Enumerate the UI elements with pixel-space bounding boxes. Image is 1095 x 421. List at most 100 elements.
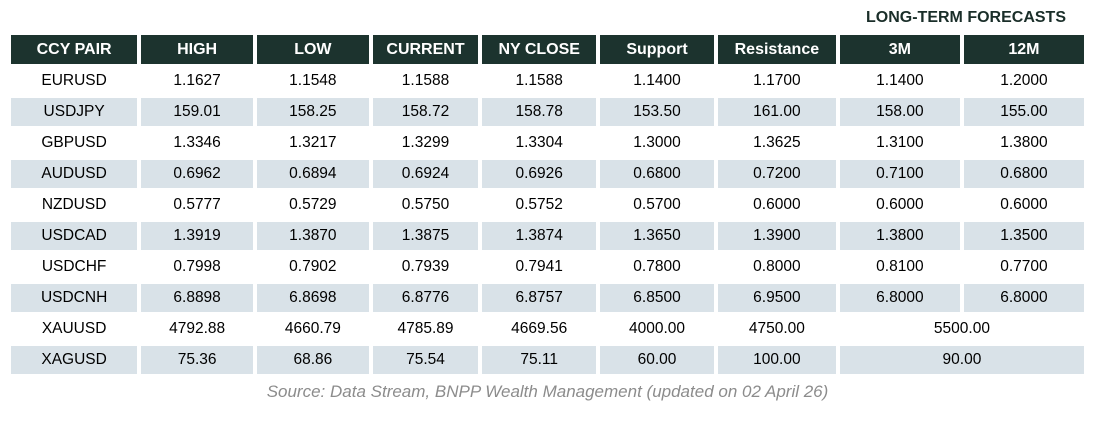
table-row-xagusd: XAGUSD 75.36 68.86 75.54 75.11 60.00 100…: [11, 346, 1084, 374]
value-cell-high: 0.6962: [141, 160, 253, 188]
value-cell-12m: 0.7700: [963, 253, 1084, 281]
ccy-pair-cell: USDJPY: [11, 98, 138, 126]
value-cell-support: 0.6800: [600, 160, 714, 188]
value-cell-high: 1.3919: [141, 222, 253, 250]
value-cell-current: 1.3299: [372, 129, 479, 157]
value-cell-current: 75.54: [372, 346, 479, 374]
value-cell-3m: 158.00: [839, 98, 960, 126]
table-row-usdchf: USDCHF 0.7998 0.7902 0.7939 0.7941 0.780…: [11, 253, 1084, 281]
value-cell-current: 0.6924: [372, 160, 479, 188]
long-term-forecasts-label: LONG-TERM FORECASTS: [866, 9, 1066, 26]
value-cell-3m: 1.3800: [839, 222, 960, 250]
value-cell-3m: 6.8000: [839, 284, 960, 312]
value-cell-3m: 1.1400: [839, 67, 960, 95]
value-cell-resistance: 0.8000: [717, 253, 836, 281]
value-cell-low: 158.25: [256, 98, 369, 126]
ccy-pair-cell: XAGUSD: [11, 346, 138, 374]
ccy-pair-cell: USDCHF: [11, 253, 138, 281]
header-row: CCY PAIR HIGH LOW CURRENT NY CLOSE Suppo…: [11, 35, 1084, 64]
value-cell-support: 4000.00: [600, 315, 714, 343]
value-cell-resistance: 4750.00: [717, 315, 836, 343]
value-cell-3m: 0.8100: [839, 253, 960, 281]
value-cell-12m: 0.6800: [963, 160, 1084, 188]
value-cell-low: 1.1548: [256, 67, 369, 95]
value-cell-current: 0.7939: [372, 253, 479, 281]
column-header-ccy-pair: CCY PAIR: [11, 35, 138, 64]
value-cell-ny-close: 0.7941: [482, 253, 597, 281]
value-cell-high: 75.36: [141, 346, 253, 374]
value-cell-ny-close: 6.8757: [482, 284, 597, 312]
value-cell-support: 1.3650: [600, 222, 714, 250]
table-row-nzdusd: NZDUSD 0.5777 0.5729 0.5750 0.5752 0.570…: [11, 191, 1084, 219]
value-cell-12m: 155.00: [963, 98, 1084, 126]
column-header-ny-close: NY CLOSE: [482, 35, 597, 64]
value-cell-resistance: 161.00: [717, 98, 836, 126]
ccy-pair-cell: NZDUSD: [11, 191, 138, 219]
value-cell-12m: 1.2000: [963, 67, 1084, 95]
value-cell-high: 1.1627: [141, 67, 253, 95]
value-cell-low: 1.3870: [256, 222, 369, 250]
value-cell-3m: 1.3100: [839, 129, 960, 157]
value-cell-low: 0.6894: [256, 160, 369, 188]
value-cell-ny-close: 0.5752: [482, 191, 597, 219]
value-cell-low: 0.7902: [256, 253, 369, 281]
value-cell-high: 159.01: [141, 98, 253, 126]
value-cell-resistance: 0.6000: [717, 191, 836, 219]
source-caption: Source: Data Stream, BNPP Wealth Managem…: [266, 382, 829, 401]
value-cell-low: 0.5729: [256, 191, 369, 219]
table-row-usdjpy: USDJPY 159.01 158.25 158.72 158.78 153.5…: [11, 98, 1084, 126]
ccy-pair-cell: USDCNH: [11, 284, 138, 312]
value-cell-ny-close: 1.3874: [482, 222, 597, 250]
value-cell-ny-close: 75.11: [482, 346, 597, 374]
value-cell-support: 0.7800: [600, 253, 714, 281]
value-cell-low: 1.3217: [256, 129, 369, 157]
ccy-pair-cell: XAUUSD: [11, 315, 138, 343]
table-row-gbpusd: GBPUSD 1.3346 1.3217 1.3299 1.3304 1.300…: [11, 129, 1084, 157]
value-cell-support: 6.8500: [600, 284, 714, 312]
value-cell-ny-close: 0.6926: [482, 160, 597, 188]
value-cell-current: 6.8776: [372, 284, 479, 312]
value-cell-low: 68.86: [256, 346, 369, 374]
value-cell-resistance: 0.7200: [717, 160, 836, 188]
table-row-usdcad: USDCAD 1.3919 1.3870 1.3875 1.3874 1.365…: [11, 222, 1084, 250]
fx-forecast-table: CCY PAIR HIGH LOW CURRENT NY CLOSE Suppo…: [7, 32, 1088, 377]
banner-row: LONG-TERM FORECASTS: [7, 4, 1088, 32]
value-cell-current: 1.1588: [372, 67, 479, 95]
value-cell-high: 6.8898: [141, 284, 253, 312]
ccy-pair-cell: EURUSD: [11, 67, 138, 95]
column-header-support: Support: [600, 35, 714, 64]
column-header-low: LOW: [256, 35, 369, 64]
column-header-12m: 12M: [963, 35, 1084, 64]
value-cell-resistance: 1.1700: [717, 67, 836, 95]
value-cell-high: 4792.88: [141, 315, 253, 343]
value-cell-ny-close: 1.3304: [482, 129, 597, 157]
ccy-pair-cell: GBPUSD: [11, 129, 138, 157]
column-header-current: CURRENT: [372, 35, 479, 64]
value-cell-12m: 0.6000: [963, 191, 1084, 219]
ccy-pair-cell: USDCAD: [11, 222, 138, 250]
value-cell-ny-close: 158.78: [482, 98, 597, 126]
value-cell-high: 0.5777: [141, 191, 253, 219]
value-cell-current: 4785.89: [372, 315, 479, 343]
value-cell-ny-close: 1.1588: [482, 67, 597, 95]
value-cell-support: 1.3000: [600, 129, 714, 157]
table-row-eurusd: EURUSD 1.1627 1.1548 1.1588 1.1588 1.140…: [11, 67, 1084, 95]
value-cell-support: 1.1400: [600, 67, 714, 95]
value-cell-12m: 6.8000: [963, 284, 1084, 312]
value-cell-current: 158.72: [372, 98, 479, 126]
ccy-pair-cell: AUDUSD: [11, 160, 138, 188]
value-cell-3m-12m-merged: 5500.00: [839, 315, 1084, 343]
value-cell-current: 1.3875: [372, 222, 479, 250]
value-cell-low: 4660.79: [256, 315, 369, 343]
value-cell-resistance: 6.9500: [717, 284, 836, 312]
value-cell-low: 6.8698: [256, 284, 369, 312]
value-cell-ny-close: 4669.56: [482, 315, 597, 343]
value-cell-resistance: 100.00: [717, 346, 836, 374]
column-header-high: HIGH: [141, 35, 253, 64]
value-cell-resistance: 1.3625: [717, 129, 836, 157]
value-cell-high: 0.7998: [141, 253, 253, 281]
table-row-xauusd: XAUUSD 4792.88 4660.79 4785.89 4669.56 4…: [11, 315, 1084, 343]
value-cell-support: 153.50: [600, 98, 714, 126]
table-row-usdcnh: USDCNH 6.8898 6.8698 6.8776 6.8757 6.850…: [11, 284, 1084, 312]
